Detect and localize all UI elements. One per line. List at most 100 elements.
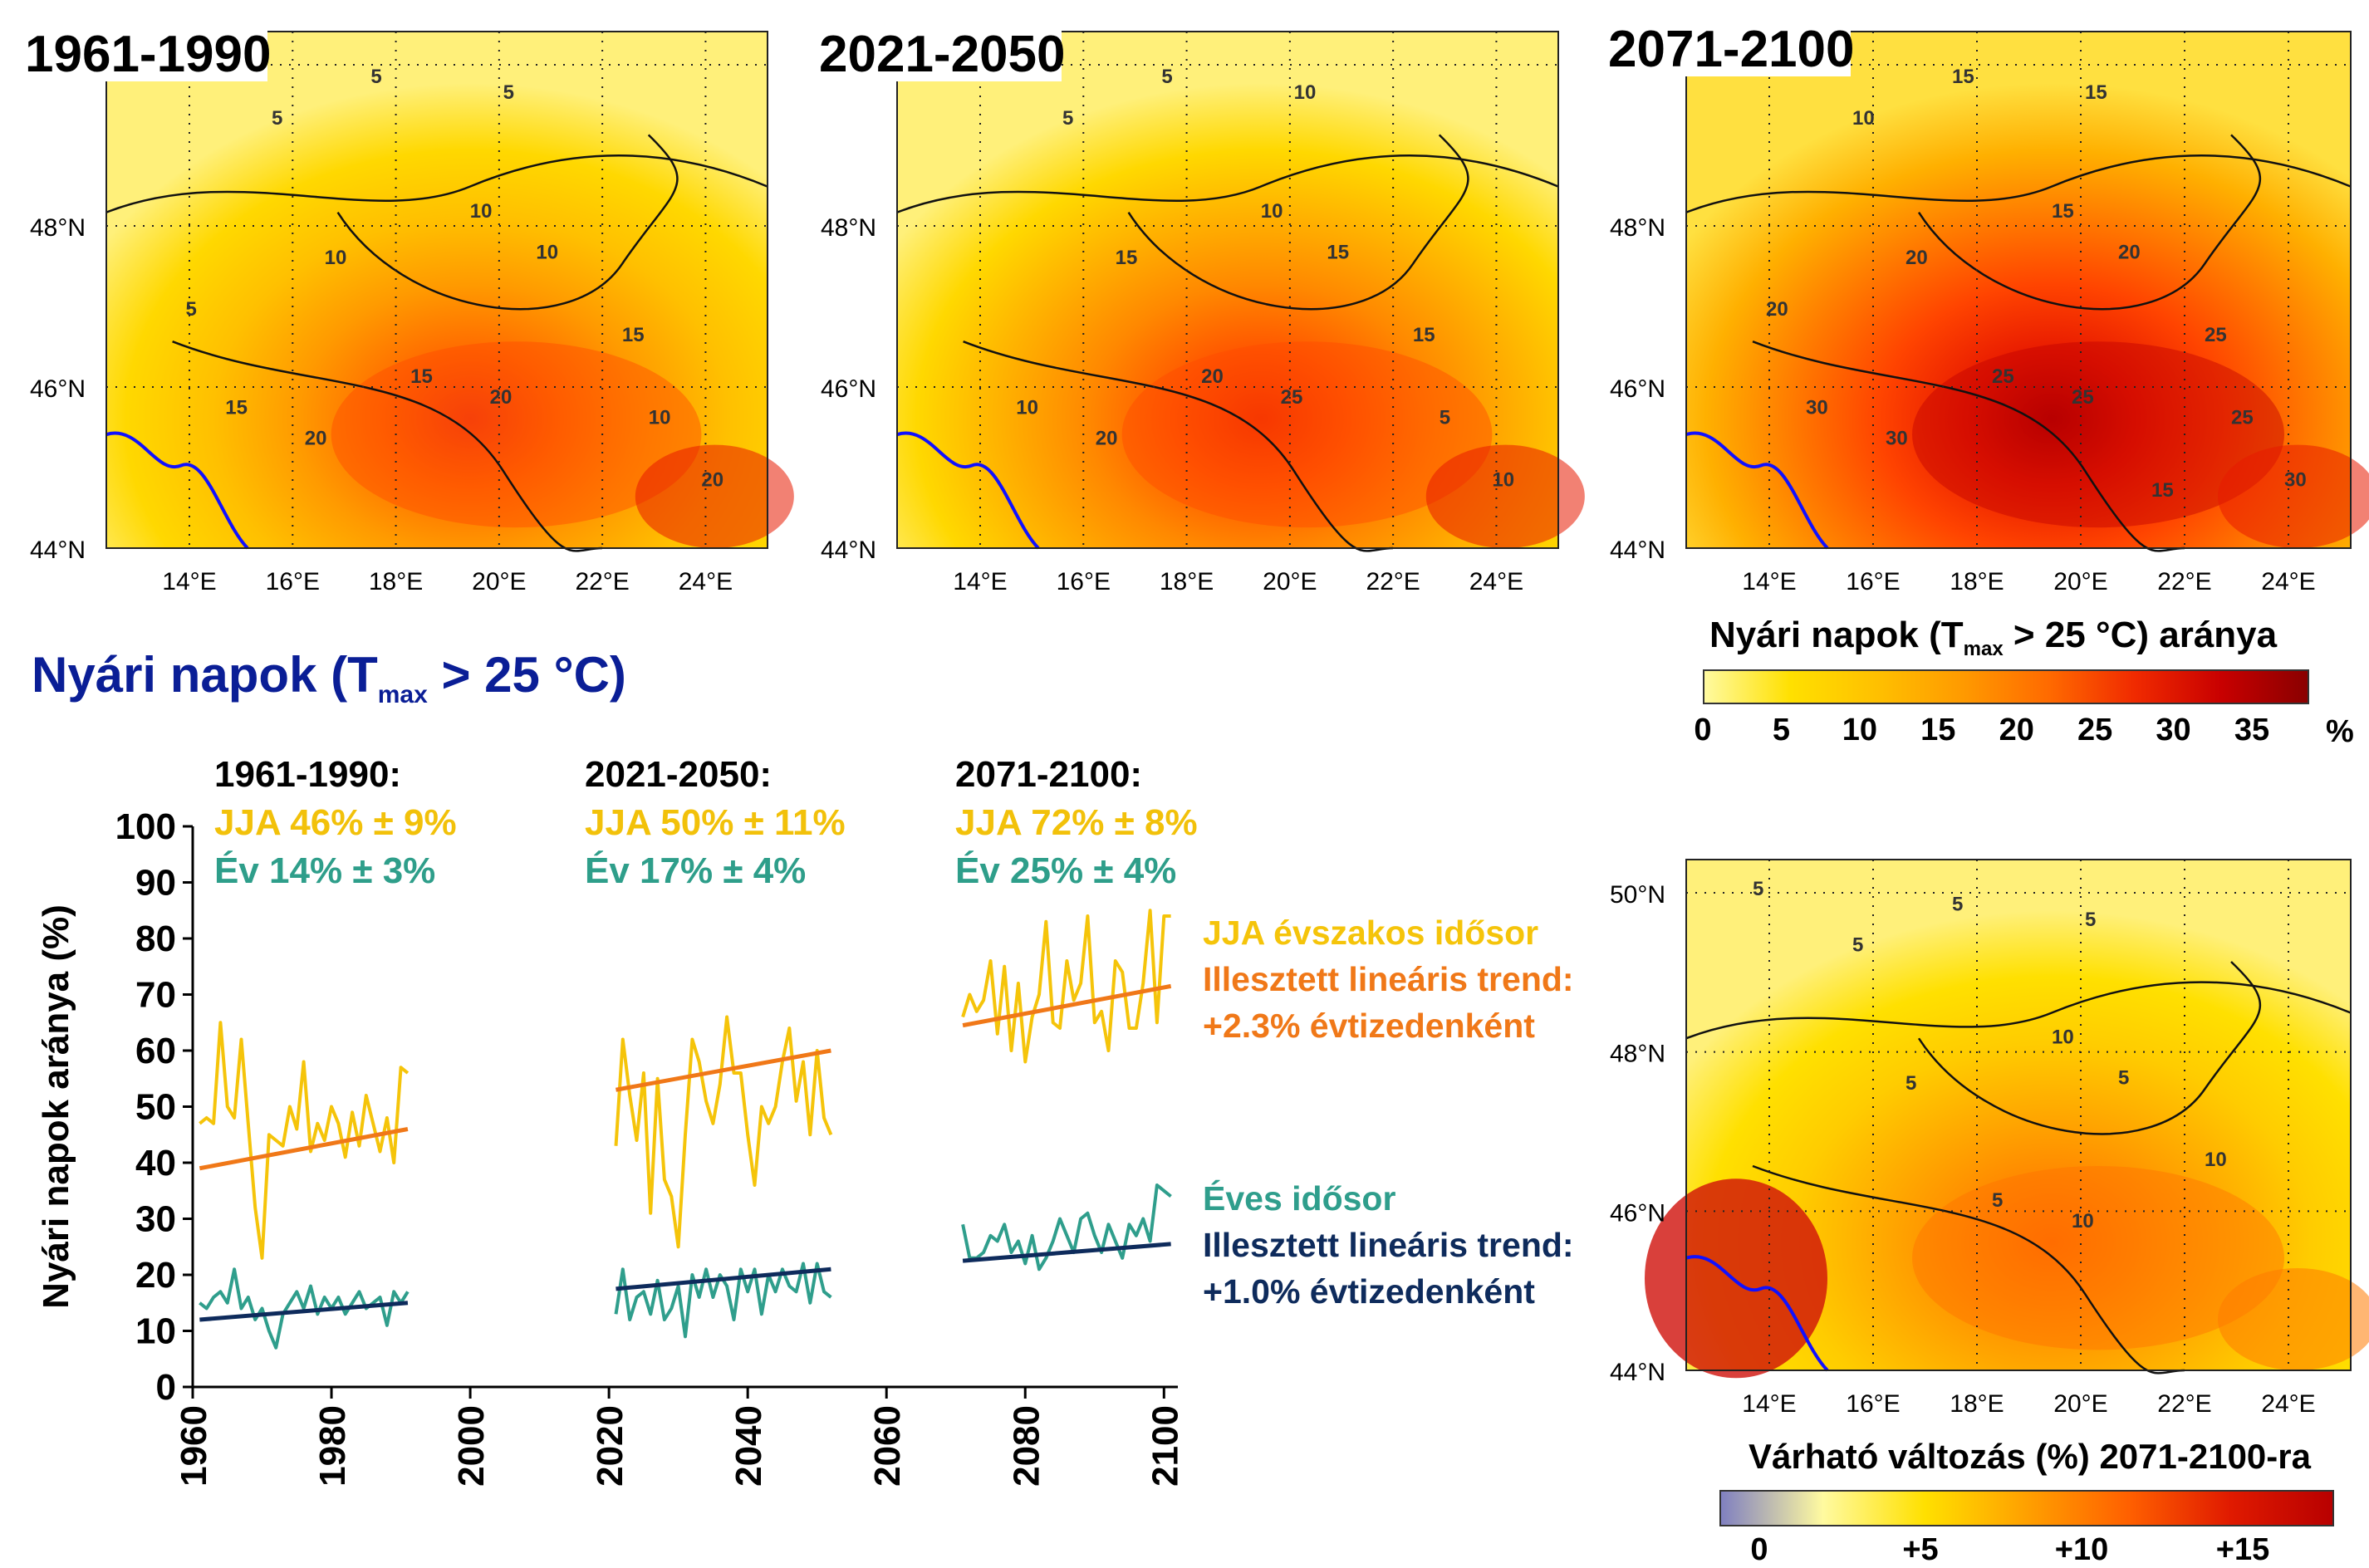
- colorbar-tick-label: 25: [2077, 713, 2113, 747]
- lat-label: 48°N: [1610, 1041, 1665, 1068]
- period-ev-stat: Év 14% ± 3%: [214, 850, 436, 891]
- contour-label: 5: [370, 66, 381, 88]
- legend-jja-trend-label: Illesztett lineáris trend:: [1203, 960, 1574, 998]
- y-axis-label: Nyári napok aránya (%): [36, 904, 76, 1309]
- lon-label: 24°E: [2261, 1390, 2315, 1418]
- contour-label: 15: [1327, 242, 1349, 264]
- lon-label: 16°E: [1846, 568, 1900, 595]
- country-border: [336, 134, 679, 311]
- lon-label: 16°E: [266, 568, 320, 595]
- contour-label: 10: [2052, 1026, 2074, 1048]
- lon-label: 24°E: [2261, 568, 2315, 595]
- period-head: 1961-1990:: [214, 754, 402, 795]
- lon-label: 22°E: [1366, 568, 1420, 595]
- map-hot-region: [331, 341, 702, 528]
- map-title-bg: [22, 22, 267, 81]
- x-tick-label: 1960: [174, 1405, 214, 1487]
- contour-label: 30: [1886, 428, 1908, 450]
- legend-ev-series: Éves idősor: [1203, 1179, 1396, 1218]
- legend-jja-series: JJA évszakos idősor: [1203, 914, 1539, 952]
- x-tick-label: 1980: [312, 1405, 353, 1487]
- lon-label: 14°E: [1742, 568, 1796, 595]
- x-tick-label: 2060: [867, 1405, 908, 1487]
- map-field: [1686, 860, 2351, 1370]
- map-title-bg: [816, 22, 1062, 81]
- contour-label: 15: [2151, 479, 2174, 502]
- lon-label: 24°E: [679, 568, 733, 595]
- colorbar-tick-label: 5: [1772, 713, 1790, 747]
- lon-label: 18°E: [369, 568, 423, 595]
- y-tick-label: 60: [135, 1031, 176, 1071]
- lon-label: 18°E: [1950, 1390, 2004, 1418]
- legend-ev-trend-value: +1.0% évtizedenként: [1203, 1272, 1535, 1311]
- colorbar-tick-label: +5: [1902, 1532, 1939, 1567]
- colorbar-top-unit: %: [2326, 714, 2354, 749]
- country-border: [105, 154, 768, 213]
- map-period-title: 2071-2100: [1608, 21, 1855, 78]
- ev-trend-line: [616, 1267, 831, 1291]
- country-border: [1685, 981, 2352, 1040]
- map-field: [106, 32, 768, 548]
- contour-label: 25: [1992, 365, 2014, 388]
- ev-series-line: [961, 1183, 1172, 1272]
- y-tick-label: 80: [135, 919, 176, 959]
- y-tick-label: 40: [135, 1143, 176, 1183]
- period-head: 2021-2050:: [585, 754, 772, 795]
- legend-ev: Éves idősor Illesztett lineáris trend: +…: [1203, 1175, 1574, 1315]
- legend-jja: JJA évszakos idősor Illesztett lineáris …: [1203, 909, 1574, 1049]
- contour-label: 10: [1016, 396, 1038, 419]
- y-tick-label: 20: [135, 1255, 176, 1296]
- legend-jja-trend-value: +2.3% évtizedenként: [1203, 1007, 1535, 1045]
- map-hot-region: [1912, 1166, 2284, 1350]
- colorbar-top-title: Nyári napok (Tmax > 25 °C) aránya: [1709, 615, 2278, 660]
- lon-label: 20°E: [472, 568, 526, 595]
- lon-label: 18°E: [1160, 568, 1214, 595]
- country-border: [1752, 341, 2185, 552]
- lat-label: 48°N: [30, 214, 86, 242]
- jja-trend-line: [616, 1048, 831, 1092]
- lon-label: 14°E: [953, 568, 1007, 595]
- colorbar-tick-label: 0: [1750, 1532, 1768, 1567]
- period-jja-stat: JJA 50% ± 11%: [585, 802, 846, 843]
- lat-label: 44°N: [821, 537, 876, 564]
- lon-label: 20°E: [2053, 1390, 2107, 1418]
- y-tick-label: 0: [156, 1367, 176, 1408]
- x-tick-label: 2100: [1145, 1405, 1185, 1487]
- contour-label: 5: [1161, 66, 1172, 88]
- jja-series-line: [199, 1021, 410, 1260]
- y-tick-label: 30: [135, 1199, 176, 1240]
- contour-label: 20: [1201, 365, 1224, 388]
- y-tick-label: 10: [135, 1311, 176, 1352]
- colorbar-tick-label: 10: [1842, 713, 1877, 747]
- ev-series-line: [614, 1262, 832, 1339]
- jja-series-line: [614, 1015, 833, 1249]
- contour-label: 5: [272, 107, 282, 130]
- colorbar-tick-label: 35: [2234, 713, 2270, 747]
- contour-label: 10: [1261, 200, 1283, 223]
- contour-label: 5: [1906, 1072, 1916, 1095]
- lat-label: 46°N: [1610, 375, 1665, 403]
- map-hot-region: [1645, 1178, 1827, 1379]
- country-border: [1685, 154, 2352, 213]
- contour-label: 5: [1440, 407, 1450, 429]
- colorbar-tick-label: 30: [2156, 713, 2191, 747]
- x-tick-label: 2000: [451, 1405, 492, 1487]
- ev-series-line: [199, 1267, 410, 1350]
- coastline: [1685, 431, 1829, 550]
- colorbar-bottom-title: Várható változás (%) 2071-2100-ra: [1749, 1437, 2311, 1476]
- coastline: [896, 431, 1040, 550]
- contour-label: 10: [325, 247, 347, 269]
- contour-label: 20: [305, 428, 327, 450]
- coastline: [1685, 1255, 1829, 1372]
- contour-label: 25: [1281, 386, 1303, 409]
- colorbar-tick-label: +15: [2215, 1532, 2270, 1567]
- colorbar-tick-label: +10: [2054, 1532, 2109, 1567]
- contour-label: 15: [2085, 81, 2107, 104]
- map-title-bg: [1605, 17, 1851, 76]
- map-field: [1686, 32, 2351, 548]
- y-tick-label: 50: [135, 1087, 176, 1128]
- contour-label: 5: [1753, 878, 1763, 900]
- map-frame: [1685, 859, 2352, 1371]
- lat-label: 44°N: [1610, 537, 1665, 564]
- map-period-title: 1961-1990: [25, 26, 272, 83]
